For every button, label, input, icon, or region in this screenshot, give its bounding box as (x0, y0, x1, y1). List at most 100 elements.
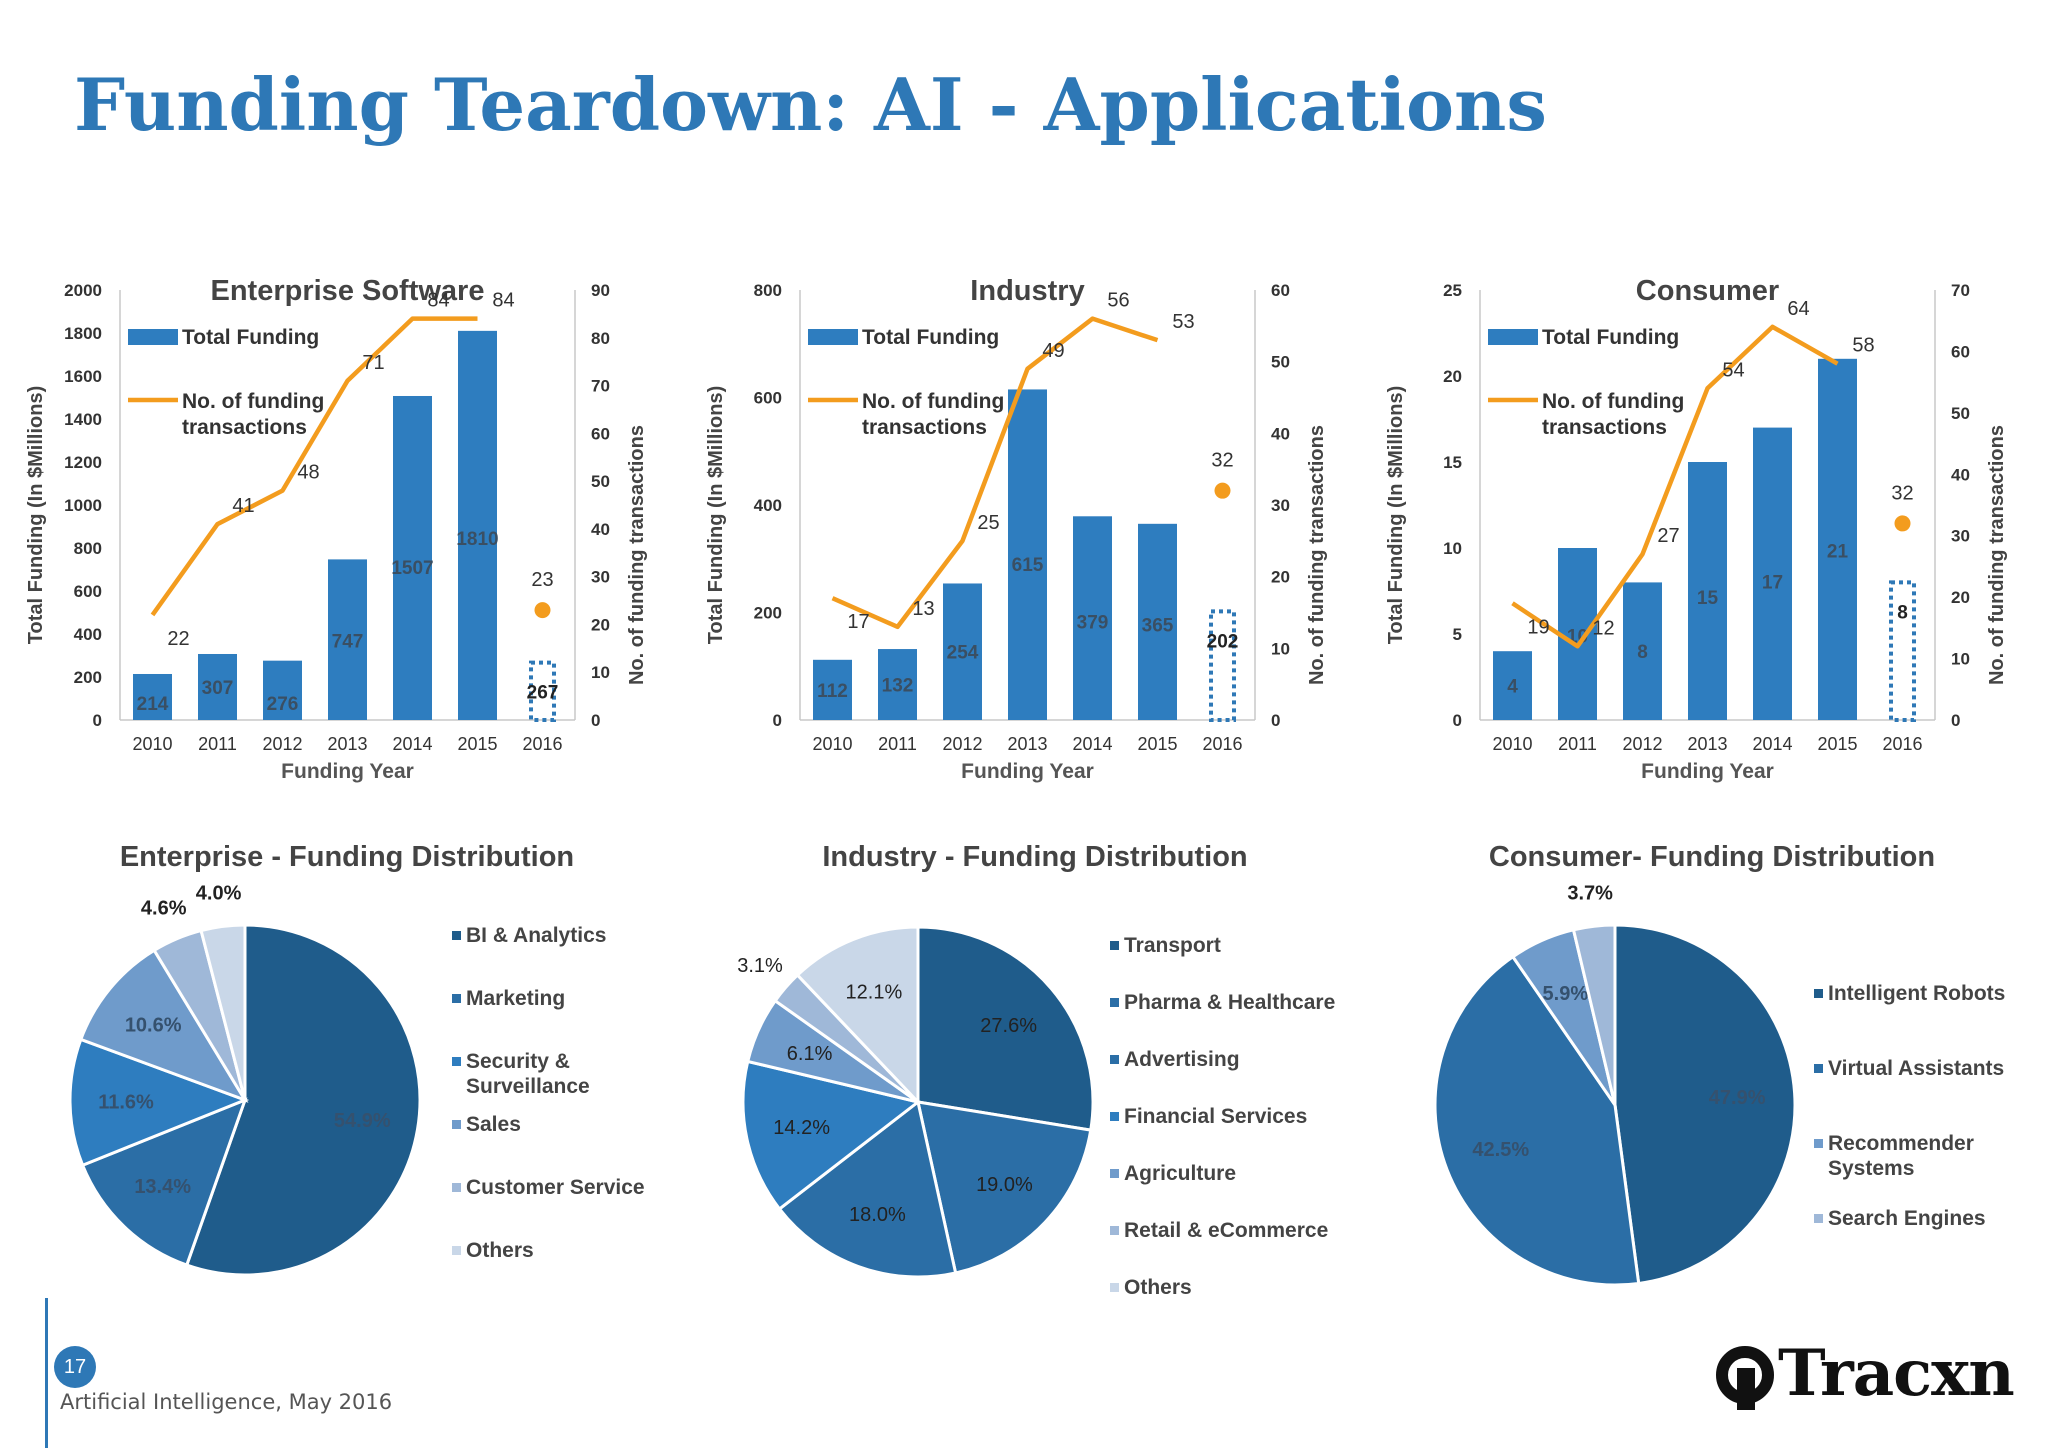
y-tick-label: 800 (754, 281, 782, 300)
line-value-label: 48 (297, 462, 319, 484)
y-tick-label: 20 (1443, 367, 1462, 386)
legend-swatch (1110, 1112, 1119, 1121)
y-tick-label: 1400 (64, 410, 102, 429)
bar-value-label: 21 (1827, 541, 1849, 562)
bar (943, 583, 982, 720)
x-tick-label: 2012 (1622, 734, 1662, 754)
y-tick-label: 0 (773, 711, 782, 730)
transactions-point (1894, 515, 1911, 532)
bar-value-label: 365 (1142, 616, 1174, 637)
y-tick-label: 1800 (64, 324, 102, 343)
bar-value-label: 4 (1507, 677, 1518, 698)
pie-value-label: 27.6% (980, 1015, 1037, 1037)
legend-label: Advertising (1124, 1048, 1240, 1071)
legend-label: Financial Services (1124, 1105, 1307, 1128)
y2-tick-label: 80 (591, 329, 610, 348)
legend-label: BI & Analytics (466, 924, 606, 947)
y2-tick-label: 0 (1951, 711, 1960, 730)
bar-value-label: 15 (1697, 588, 1719, 609)
x-axis-title: Funding Year (281, 760, 414, 783)
legend-swatch (1110, 1055, 1119, 1064)
bar (198, 653, 237, 720)
y2-tick-label: 0 (591, 711, 600, 730)
legend-label: Surveillance (466, 1075, 590, 1098)
line-value-label: 41 (232, 495, 254, 517)
legend-swatch (452, 1246, 461, 1255)
bar (1623, 582, 1662, 720)
legend-label: Total Funding (182, 326, 319, 349)
y2-tick-label: 20 (1951, 588, 1970, 607)
bar-value-label: 112 (817, 681, 848, 702)
x-tick-label: 2013 (1687, 734, 1727, 754)
legend-label: Others (466, 1239, 534, 1262)
x-tick-label: 2015 (1137, 734, 1177, 754)
y2-axis-title: No. of funding transactions (626, 425, 648, 685)
legend-label: Pharma & Healthcare (1124, 991, 1335, 1014)
legend-swatch (452, 1183, 461, 1192)
y-tick-label: 1200 (64, 453, 102, 472)
y2-tick-label: 20 (1271, 568, 1290, 587)
y2-tick-label: 40 (1951, 465, 1970, 484)
x-tick-label: 2010 (1492, 734, 1532, 754)
x-tick-label: 2011 (198, 734, 237, 754)
legend-swatch (1110, 1283, 1119, 1292)
legend-label: Virtual Assistants (1828, 1057, 2004, 1080)
legend-swatch (1110, 1226, 1119, 1235)
line-value-label: 22 (167, 628, 189, 650)
y-tick-label: 1600 (64, 367, 102, 386)
pie-slice (795, 925, 920, 1106)
pie-slice (199, 923, 247, 1101)
bar (458, 330, 497, 720)
legend-label: Systems (1828, 1157, 1914, 1180)
tracxn-logo: Tracxn (1716, 1336, 2015, 1411)
line-value-label: 84 (427, 290, 449, 312)
industry-chart: Industry 0 200 400 600 800 0 10 20 30 40 50 60 2010 20… (705, 275, 1328, 783)
x-tick-label: 2010 (812, 734, 852, 754)
y-axis-title: Total Funding (In $Millions) (705, 386, 727, 644)
legend-label: No. of funding (182, 390, 324, 413)
transactions-line (831, 316, 1159, 630)
x-axis-title: Funding Year (1641, 760, 1774, 783)
pie-value-label: 11.6% (98, 1092, 154, 1114)
industry-distribution-chart: Industry - Funding Distribution 27.6% 19.0… (737, 841, 1335, 1299)
chart-title: Industry (970, 275, 1084, 307)
y2-tick-label: 50 (591, 472, 610, 491)
pie-value-label: 5.9% (1543, 983, 1589, 1005)
y2-tick-label: 10 (1951, 650, 1970, 669)
transactions-line (1511, 324, 1839, 649)
line-value-label: 17 (847, 611, 869, 633)
bar-value-label: 8 (1637, 642, 1648, 663)
pie-value-label: 3.1% (737, 955, 783, 977)
pie-slice (68, 1037, 250, 1168)
bar (393, 395, 432, 720)
y-tick-label: 10 (1443, 539, 1462, 558)
bar-value-label: 615 (1012, 555, 1044, 576)
y-tick-label: 600 (74, 582, 102, 601)
legend-label: Total Funding (1542, 326, 1679, 349)
y-axis-title: Total Funding (In $Millions) (25, 386, 47, 644)
line-value-label: 13 (912, 598, 934, 620)
legend-label: No. of funding (1542, 390, 1684, 413)
bar-value-label: 214 (137, 694, 169, 715)
line-value-label: 56 (1107, 290, 1129, 312)
legend-swatch (452, 1057, 461, 1066)
legend-swatch (1814, 1139, 1823, 1148)
line-value-label: 53 (1172, 311, 1194, 333)
pie-slice (78, 948, 249, 1103)
line-value-label: 49 (1042, 340, 1064, 362)
bar-value-label: 1810 (456, 529, 498, 550)
y-tick-label: 200 (74, 668, 102, 687)
bar (1753, 427, 1792, 720)
chart-title: Enterprise - Funding Distribution (120, 841, 574, 873)
x-tick-label: 2016 (1882, 734, 1922, 754)
legend-label: Transport (1124, 934, 1221, 957)
legend-label: Search Engines (1828, 1207, 1986, 1230)
pie-slice (777, 1099, 958, 1279)
page-number-badge: 17 (54, 1346, 96, 1388)
line-value-label: 32 (1891, 482, 1913, 504)
pie-value-label: 47.9% (1709, 1087, 1766, 1109)
legend-label: Agriculture (1124, 1162, 1236, 1185)
y2-tick-label: 90 (591, 281, 610, 300)
pie-slice (1571, 923, 1617, 1106)
chart-title: Consumer (1636, 275, 1779, 307)
